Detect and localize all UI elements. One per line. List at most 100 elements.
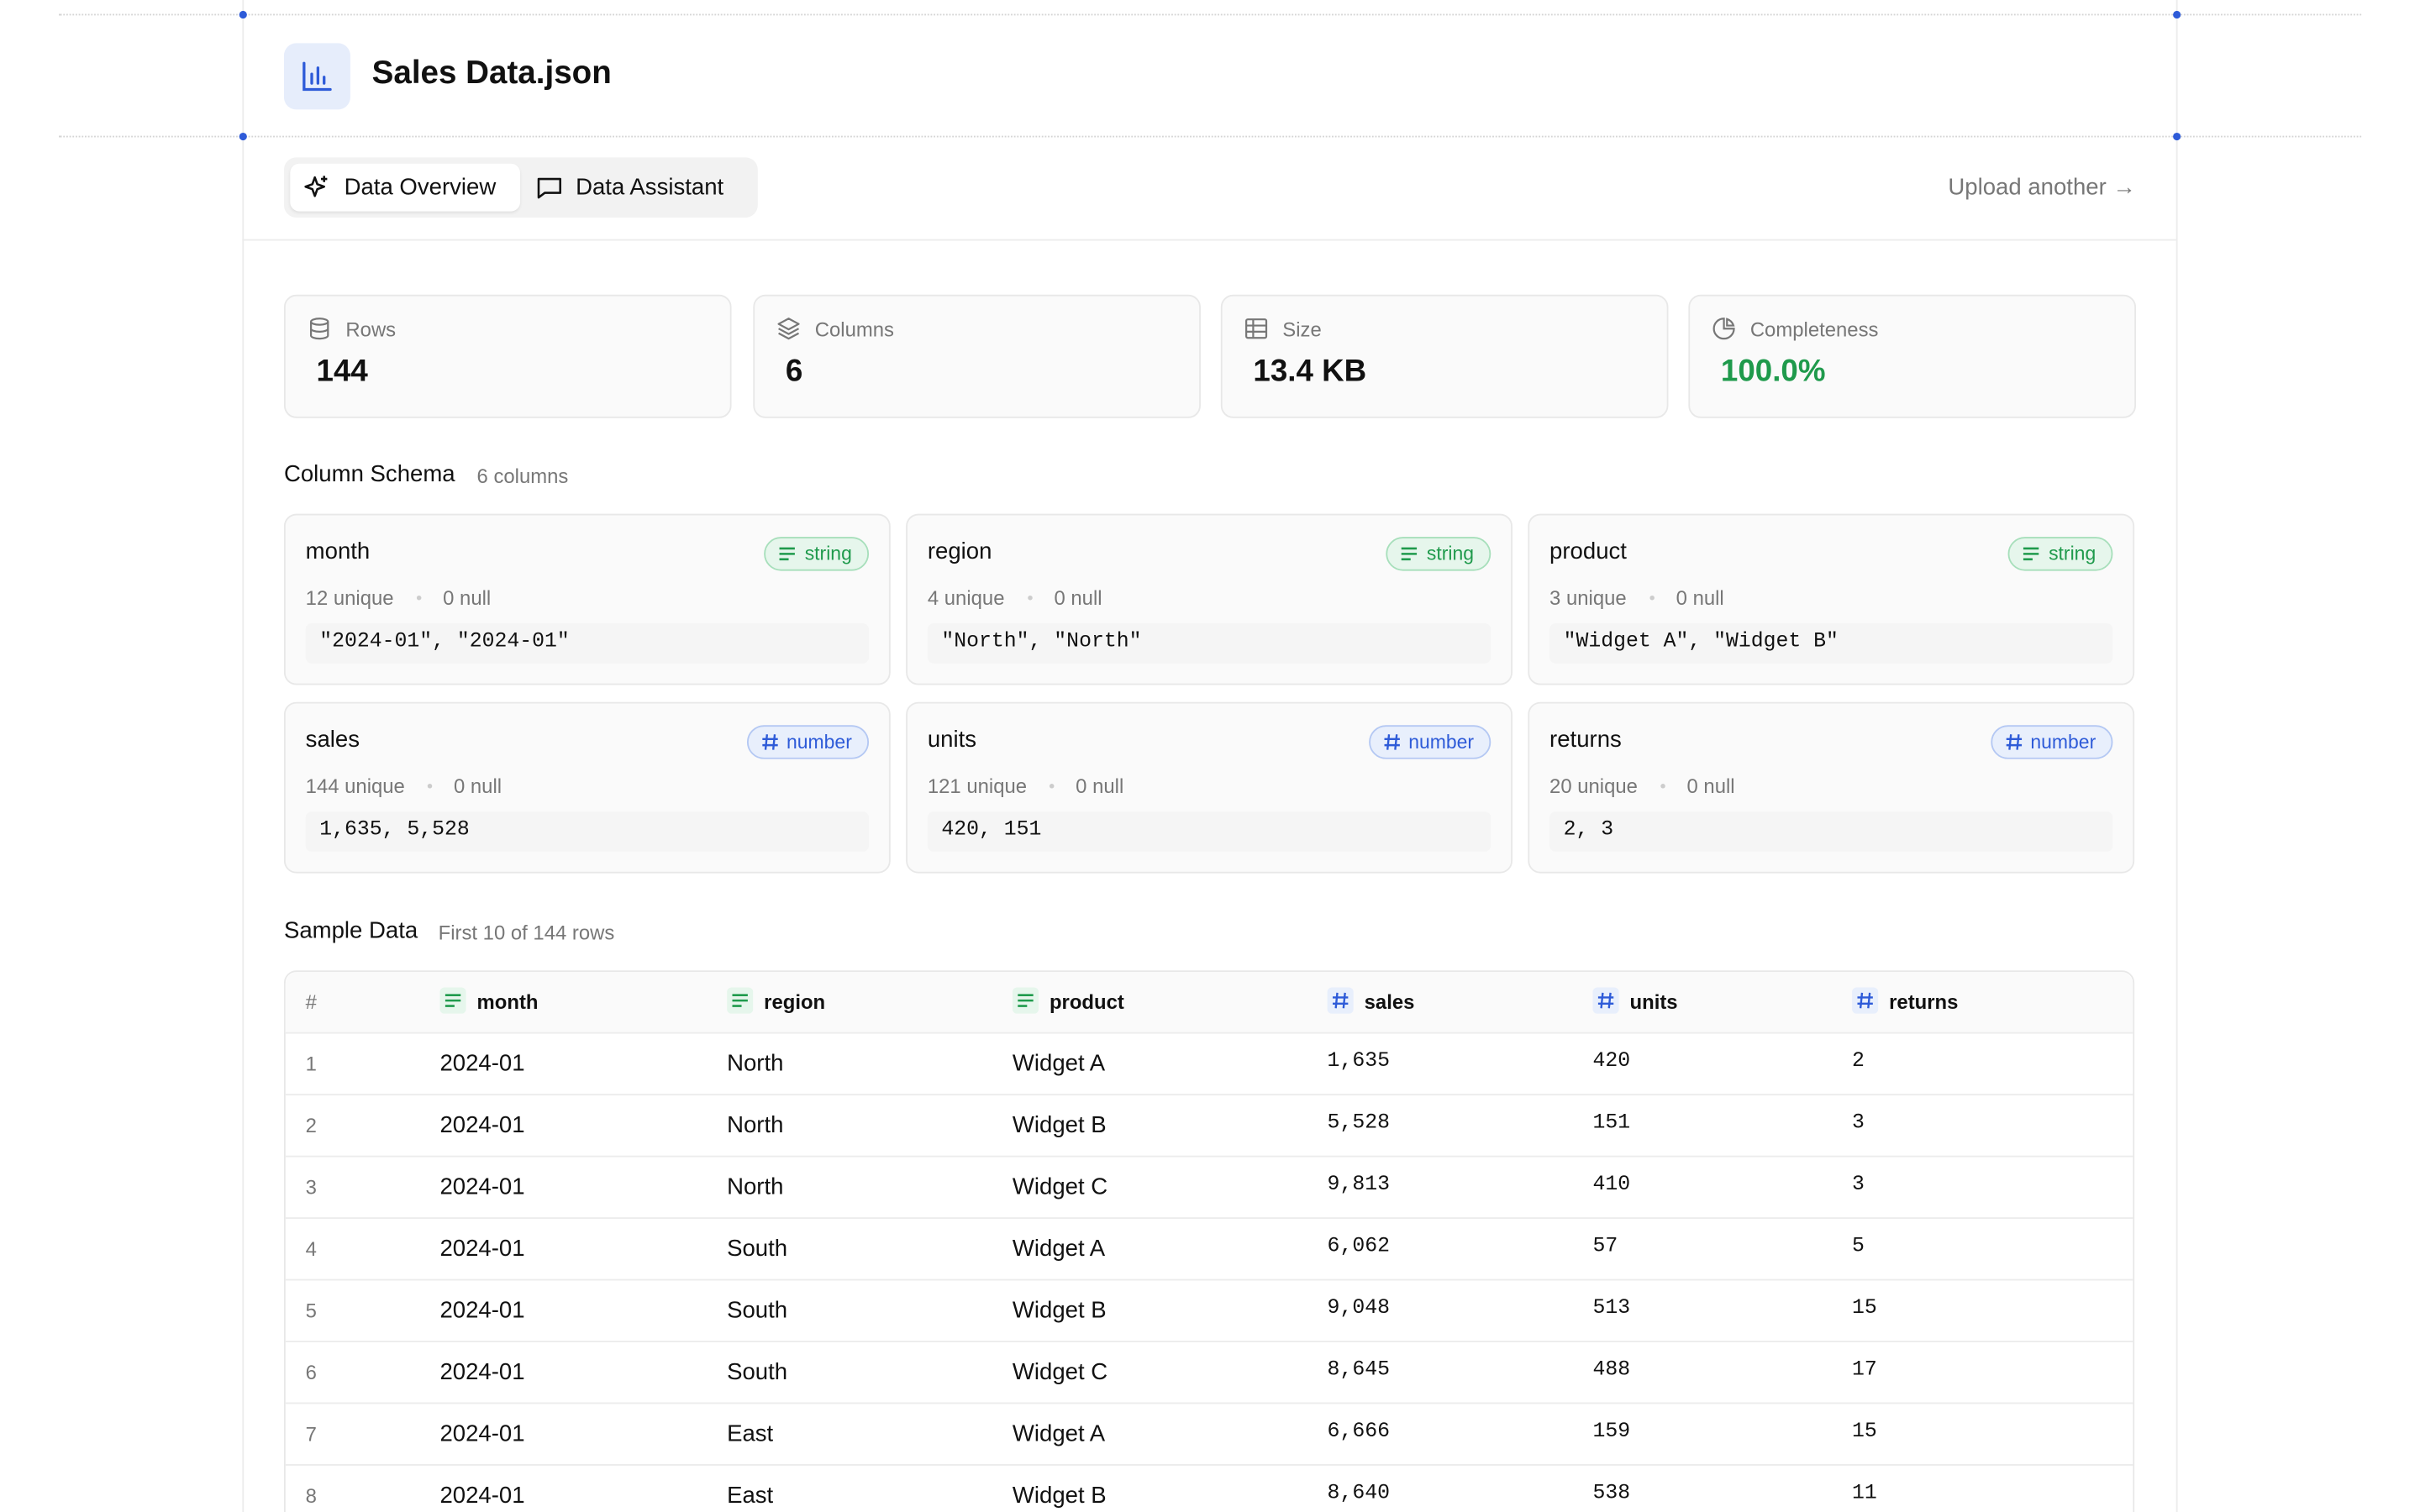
section-note: First 10 of 144 rows (439, 921, 615, 945)
column-name: month (306, 538, 371, 564)
unique-count: 12 unique (306, 586, 394, 610)
sample-values: "Widget A", "Widget B" (1549, 623, 2112, 664)
column-header: units (1630, 990, 1678, 1014)
column-name: region (928, 538, 992, 564)
column-header: product (1050, 990, 1124, 1014)
table-cell: 17 (1852, 1359, 1877, 1383)
stat-card (753, 295, 1201, 418)
type-icon (1592, 987, 1618, 1021)
table-cell: 2024-01 (439, 1051, 524, 1077)
table-cell: 5,528 (1328, 1112, 1390, 1136)
unique-count: 144 unique (306, 774, 405, 798)
type-badge: string (765, 537, 869, 570)
column-header: sales (1365, 990, 1415, 1014)
type-badge: number (746, 725, 869, 759)
stat-value: 6 (786, 354, 802, 390)
chat-icon (535, 175, 563, 202)
stat-value: 144 (317, 354, 368, 390)
separator (417, 596, 422, 601)
row-divider (286, 1403, 2133, 1404)
tab[interactable]: Data Assistant (576, 175, 723, 201)
table-cell: 9,813 (1328, 1174, 1390, 1198)
upload-link[interactable]: Upload another → (1948, 175, 2136, 201)
stat-icon (1712, 317, 1736, 349)
column-header: region (764, 990, 825, 1014)
row-divider (286, 1094, 2133, 1095)
table-cell: 3 (1852, 1112, 1865, 1136)
table-cell: 2024-01 (439, 1112, 524, 1138)
type-icon (1592, 987, 1618, 1013)
handle (2172, 132, 2180, 139)
table-cell: 6,062 (1328, 1236, 1390, 1259)
separator (1649, 596, 1655, 601)
row-divider (286, 1341, 2133, 1342)
type-icon (1328, 987, 1354, 1021)
type-icon (1852, 987, 1878, 1013)
guide (59, 136, 2361, 138)
table-cell: 5 (1852, 1236, 1865, 1259)
stat-label: Columns (815, 318, 894, 341)
table-cell: 2024-01 (439, 1174, 524, 1200)
divider (242, 239, 2175, 241)
column-header: # (306, 990, 317, 1014)
type-icon (1382, 732, 1401, 751)
type-icon (1013, 987, 1039, 1013)
chart-icon (284, 43, 350, 109)
file-title: Sales Data.json (372, 55, 612, 92)
sample-values: 1,635, 5,528 (306, 811, 869, 852)
table-cell: 57 (1592, 1236, 1618, 1259)
stat-value: 13.4 KB (1253, 354, 1366, 390)
column-name: product (1549, 538, 1627, 564)
row-divider (286, 1217, 2133, 1219)
table-cell: Widget B (1013, 1298, 1107, 1324)
table-cell: East (727, 1483, 773, 1509)
type-icon (778, 544, 797, 563)
table-cell: North (727, 1112, 783, 1138)
stat-icon (1712, 317, 1736, 341)
table-cell: 420 (1592, 1051, 1630, 1074)
type-icon (2004, 732, 2023, 751)
type-label: string (1427, 543, 1474, 565)
handle (239, 132, 246, 139)
table-cell: 1 (306, 1053, 317, 1076)
table-cell: 538 (1592, 1483, 1630, 1506)
row-divider (286, 1279, 2133, 1281)
separator (1028, 596, 1033, 601)
table-cell: 6,666 (1328, 1421, 1390, 1445)
null-count: 0 null (1687, 774, 1735, 798)
unique-count: 4 unique (928, 586, 1005, 610)
null-count: 0 null (454, 774, 502, 798)
table-cell: 2024-01 (439, 1421, 524, 1447)
column-name: sales (306, 727, 360, 753)
separator (1660, 784, 1665, 789)
guide (242, 0, 244, 1512)
table-cell: 2024-01 (439, 1236, 524, 1262)
table-cell: 513 (1592, 1298, 1630, 1321)
tab[interactable]: Data Overview (345, 175, 497, 201)
table-cell: 15 (1852, 1298, 1877, 1321)
table-cell: Widget A (1013, 1236, 1105, 1262)
type-label: string (2049, 543, 2096, 565)
sample-values: 420, 151 (928, 811, 1491, 852)
table-cell: 6 (306, 1361, 317, 1384)
unique-count: 3 unique (1549, 586, 1627, 610)
table-cell: Widget A (1013, 1051, 1105, 1077)
type-icon (1852, 987, 1878, 1021)
null-count: 0 null (1676, 586, 1724, 610)
table-cell: 7 (306, 1422, 317, 1446)
table-cell: 2024-01 (439, 1298, 524, 1324)
unique-count: 20 unique (1549, 774, 1638, 798)
type-label: number (1408, 732, 1474, 753)
section-note: 6 columns (477, 465, 569, 488)
table-cell: South (727, 1236, 787, 1262)
table-cell: Widget A (1013, 1421, 1105, 1447)
separator (1050, 784, 1055, 789)
table-cell: Widget B (1013, 1483, 1107, 1509)
type-label: number (786, 732, 852, 753)
type-icon (2023, 544, 2041, 563)
column-name: units (928, 727, 976, 753)
table-cell: 1,635 (1328, 1051, 1390, 1074)
table-cell: 4 (306, 1237, 317, 1261)
type-icon (1328, 987, 1354, 1013)
